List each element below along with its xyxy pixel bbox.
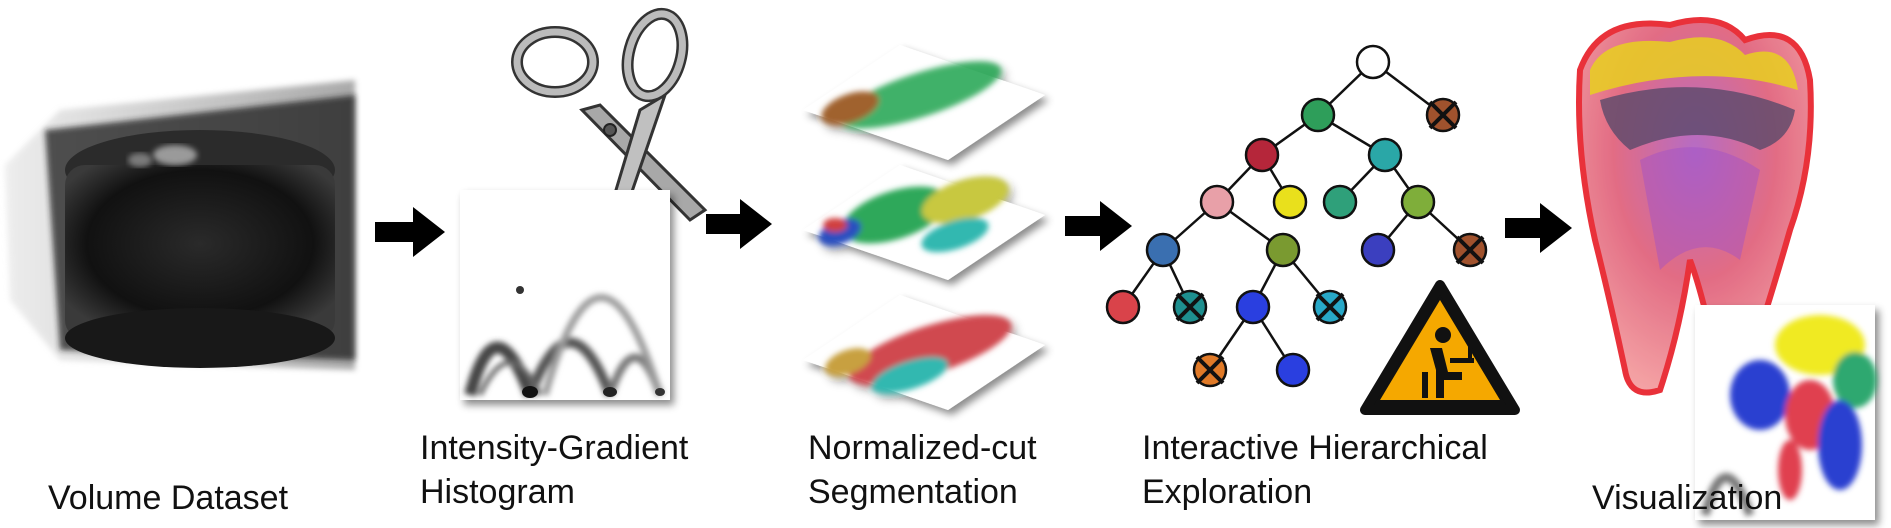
tree-node-n18[interactable] [1275,352,1311,388]
label-exploration-line1: Interactive Hierarchical [1142,429,1488,467]
removed-mark-icon [1195,355,1225,385]
tree-node-n11[interactable] [1360,232,1396,268]
removed-mark-icon [1315,292,1345,322]
segmentation-plane-middle [803,165,1045,280]
arrow-1 [375,207,445,257]
tree-node-n9[interactable] [1145,232,1181,268]
label-segmentation-line1: Normalized-cut [808,429,1037,467]
tree-node-n3[interactable] [1244,137,1280,173]
arrow-2 [706,199,772,249]
segmentation-plane-top [803,45,1045,160]
volume-dataset-image [5,80,355,370]
removed-mark-icon [1175,292,1205,322]
histogram-image [460,190,670,400]
label-volume-dataset: Volume Dataset [48,479,289,517]
tree-node-n1[interactable] [1300,97,1336,133]
arrow-4 [1505,203,1572,253]
tree-node-root[interactable] [1355,44,1391,80]
warning-sign-icon [1360,280,1520,415]
segmentation-plane-bottom [803,295,1045,410]
tree-node-n7[interactable] [1322,184,1358,220]
tree-node-n2[interactable] [1425,97,1461,133]
tree-node-n15[interactable] [1235,289,1271,325]
label-exploration-line2: Exploration [1142,473,1313,511]
tree-node-n13[interactable] [1105,289,1141,325]
tree-node-n8[interactable] [1400,184,1436,220]
tooth-visualization-image [1576,17,1814,396]
removed-mark-icon [1455,235,1485,265]
scissors-icon [511,7,708,222]
tree-node-n12[interactable] [1452,232,1488,268]
exploration-tree [1105,44,1488,388]
tree-node-n4[interactable] [1367,137,1403,173]
removed-mark-icon [1428,100,1458,130]
arrow-3 [1065,201,1132,251]
tree-node-n17[interactable] [1192,352,1228,388]
label-histogram-line2: Histogram [420,473,575,511]
segmented-histogram-inset [1695,305,1877,520]
label-segmentation-line2: Segmentation [808,473,1018,511]
tree-node-n6[interactable] [1272,184,1308,220]
tree-node-n16[interactable] [1312,289,1348,325]
label-visualization: Visualization [1592,479,1783,517]
tree-node-n10[interactable] [1265,232,1301,268]
tree-node-n5[interactable] [1199,184,1235,220]
tree-node-n14[interactable] [1172,289,1208,325]
label-histogram-line1: Intensity-Gradient [420,429,689,467]
